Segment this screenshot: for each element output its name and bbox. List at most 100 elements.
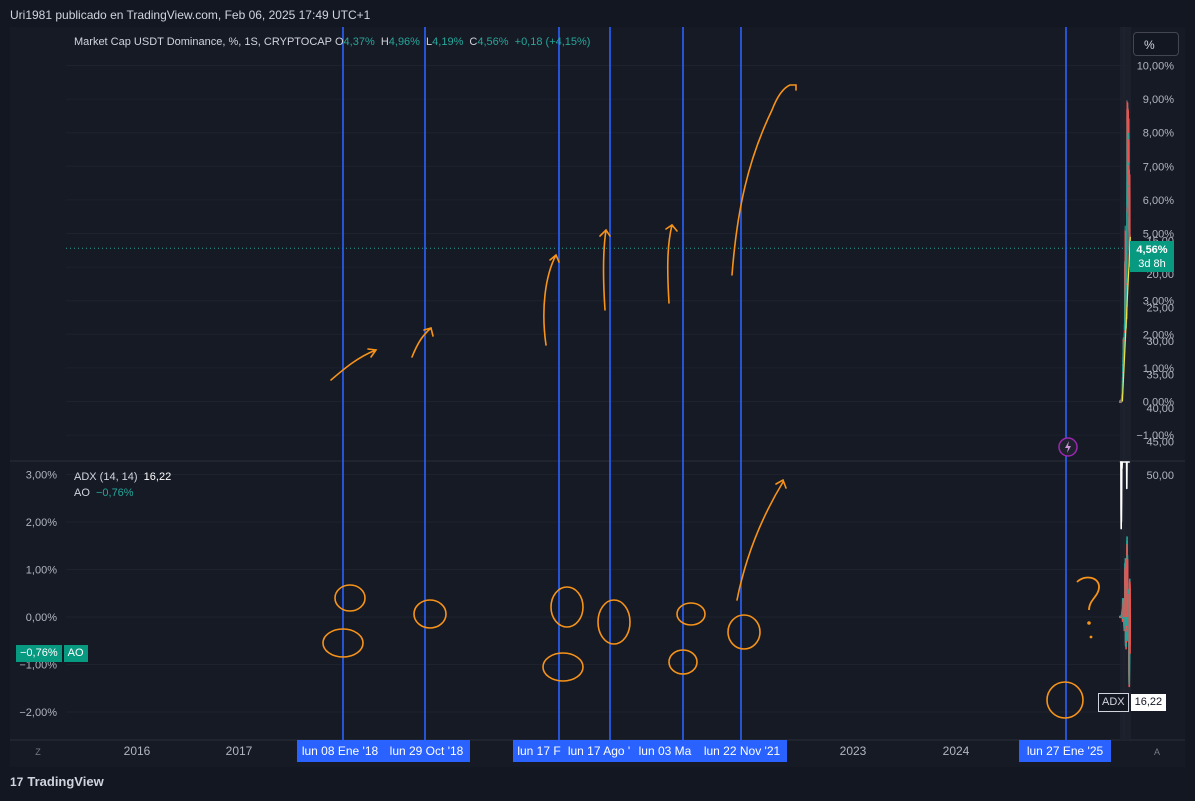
price-axis-tick: 2,00% (1143, 329, 1174, 341)
candle-body (1123, 322, 1126, 325)
ao-bar (1123, 617, 1126, 621)
ao-axis-tick: 0,00% (26, 612, 57, 624)
adx-name: ADX (14, 14) (74, 471, 138, 483)
hand-drawn-arrow (665, 223, 678, 304)
time-highlight-box (697, 740, 787, 762)
ao-tag-value: −0,76% (16, 645, 62, 662)
adx-axis-tick: 50,00 (1146, 470, 1174, 482)
adx-line (1119, 461, 1131, 530)
adx-axis-tick: 25,00 (1146, 303, 1174, 315)
time-axis-label: 2023 (840, 744, 867, 758)
candle-body (1122, 368, 1124, 370)
candle-body (1122, 373, 1124, 375)
candle-body (1126, 199, 1129, 207)
hand-drawn-circle (1046, 681, 1084, 719)
time-axis-label: 2017 (226, 744, 253, 758)
ao-axis-tick: 3,00% (26, 470, 57, 482)
candle-body (1128, 194, 1131, 205)
open-value: 4,37% (343, 36, 375, 48)
time-highlight-box (513, 740, 565, 762)
price-axis-tick: 9,00% (1143, 94, 1174, 106)
time-highlight-label: lun 29 Oct '18 (390, 744, 464, 758)
time-highlight-label: lun 17 F (517, 744, 560, 758)
hand-drawn-circle (597, 599, 631, 645)
close-value: 4,56% (477, 36, 509, 48)
hand-drawn-circle (676, 602, 706, 626)
candle-body (1126, 215, 1128, 228)
low-value: 4,19% (432, 36, 464, 48)
hand-drawn-arrow (411, 327, 434, 358)
ao-bar (1121, 617, 1124, 619)
price-axis-tick: 3,00% (1143, 296, 1174, 308)
candle-body (1121, 377, 1124, 379)
adx-axis-tick: 20,00 (1146, 269, 1174, 281)
time-highlight-box (565, 740, 633, 762)
candle-body (1122, 371, 1124, 373)
candle-body (1126, 248, 1128, 265)
publisher-header: Uri1981 publicado en TradingView.com, Fe… (10, 8, 371, 22)
change-value: +0,18 (+4,15%) (514, 36, 591, 48)
ao-bar (1127, 613, 1130, 617)
symbol-title: Market Cap USDT Dominance, %, 1S, CRYPTO… (74, 36, 332, 48)
adx-tag-value: 16,22 (1130, 694, 1167, 711)
ao-value-tag: −0,76% AO (16, 645, 88, 662)
brand-name: TradingView (27, 774, 104, 789)
symbol-legend: Market Cap USDT Dominance, %, 1S, CRYPTO… (74, 36, 593, 48)
candle-body (1122, 369, 1124, 373)
candle-body (1123, 339, 1126, 346)
ao-bar (1129, 617, 1131, 654)
candle-body (1124, 231, 1127, 247)
high-value: 4,96% (388, 36, 420, 48)
time-highlight-label: lun 22 Nov '21 (704, 744, 781, 758)
tv-logo-icon: 17 (10, 775, 24, 789)
chart-frame (10, 27, 1185, 767)
ao-axis-tick: −1,00% (19, 660, 57, 672)
candle-body (1122, 353, 1125, 358)
time-highlight-label: lun 08 Ene '18 (302, 744, 379, 758)
ao-axis-tick: 1,00% (26, 565, 57, 577)
question-mark-icon (1076, 576, 1100, 611)
hand-drawn-circle (322, 628, 364, 658)
ao-bar (1125, 617, 1128, 626)
time-highlight-label: lun 17 Ago ' (568, 744, 630, 758)
ao-axis-tick: 2,00% (26, 517, 57, 529)
percent-scale-button[interactable]: % (1133, 32, 1179, 56)
auto-scale-button[interactable]: A (1153, 747, 1160, 757)
candle-body (1129, 227, 1131, 237)
candle-body (1128, 141, 1130, 159)
zoom-button-z[interactable]: Z (35, 747, 41, 757)
open-label: O (334, 36, 344, 48)
hand-drawn-circle (542, 652, 584, 682)
tradingview-logo[interactable]: 17 TradingView (10, 774, 104, 789)
time-highlight-label: lun 03 Ma (639, 744, 692, 758)
price-axis-tick: 8,00% (1143, 128, 1174, 140)
adx-value-tag: ADX 16,22 (1098, 693, 1167, 712)
ao-value: −0,76% (95, 487, 134, 499)
adx-axis-tick: 35,00 (1146, 370, 1174, 382)
hand-drawn-circle (550, 586, 584, 628)
ao-bar (1121, 617, 1124, 622)
hand-drawn-arrow (731, 84, 797, 276)
candle-body (1121, 382, 1124, 385)
time-highlight-box (297, 740, 383, 762)
adx-value: 16,22 (143, 471, 172, 483)
last-price-tag: 4,56% 3d 8h (1130, 241, 1174, 272)
candle-body (1126, 181, 1129, 198)
adx-axis-tick: 40,00 (1146, 403, 1174, 415)
candle-body (1122, 368, 1124, 370)
price-axis-tick: −1,00% (1136, 430, 1174, 442)
candle-body (1123, 324, 1126, 331)
low-label: L (426, 36, 433, 48)
time-highlight-box (633, 740, 697, 762)
support-trendline (1121, 236, 1131, 402)
bar-countdown: 3d 8h (1138, 258, 1166, 270)
ao-bar (1129, 604, 1131, 617)
candle-body (1128, 204, 1131, 228)
ao-tag-name: AO (63, 645, 88, 662)
close-label: C (469, 36, 478, 48)
candle-body (1123, 314, 1126, 323)
annotation-dot (1089, 635, 1093, 639)
hand-drawn-circle (668, 649, 698, 675)
candle-body (1120, 401, 1122, 403)
